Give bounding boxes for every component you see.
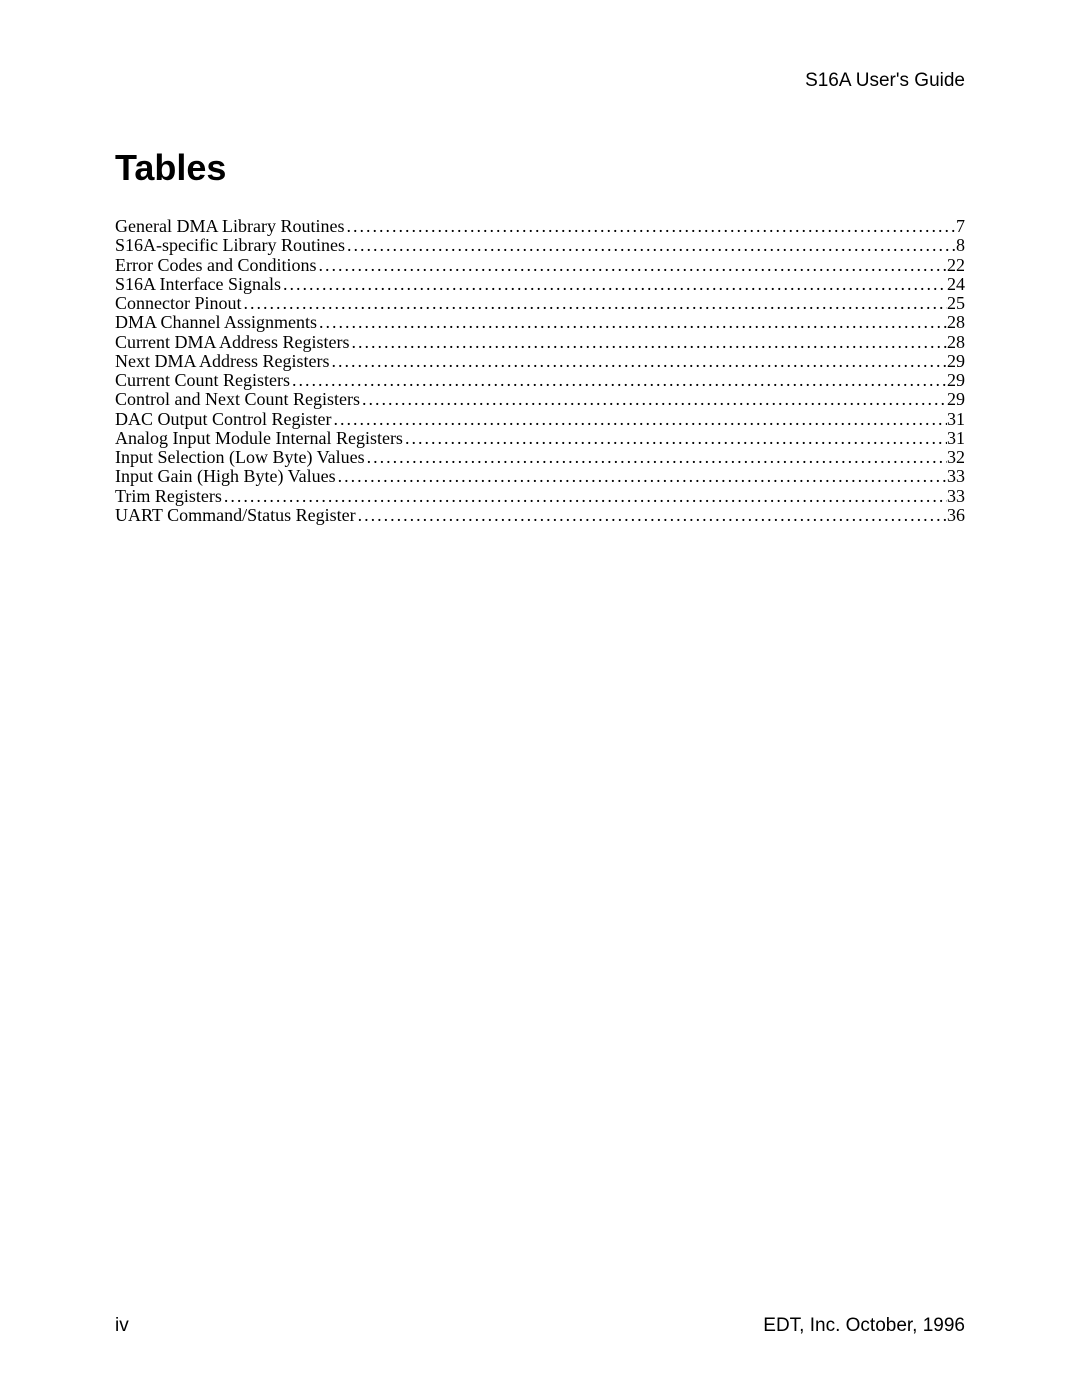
toc-entry: Next DMA Address Registers 29 bbox=[115, 352, 965, 371]
toc-entry-page: 28 bbox=[947, 313, 965, 332]
toc-leader-dots bbox=[281, 275, 947, 294]
toc-entry-title: Next DMA Address Registers bbox=[115, 352, 330, 371]
toc-entry-page: 36 bbox=[947, 506, 965, 525]
page-number: iv bbox=[115, 1315, 129, 1337]
toc-entry-title: DAC Output Control Register bbox=[115, 410, 332, 429]
toc-entry-page: 32 bbox=[947, 448, 965, 467]
toc-leader-dots bbox=[222, 487, 947, 506]
toc-leader-dots bbox=[317, 313, 947, 332]
toc-entry: Input Gain (High Byte) Values 33 bbox=[115, 467, 965, 486]
toc-leader-dots bbox=[403, 429, 947, 448]
toc-leader-dots bbox=[336, 467, 947, 486]
toc-entry-title: Current DMA Address Registers bbox=[115, 333, 349, 352]
toc-entry-title: S16A Interface Signals bbox=[115, 275, 281, 294]
toc-entry-title: General DMA Library Routines bbox=[115, 217, 344, 236]
toc-entry-page: 31 bbox=[947, 429, 965, 448]
toc-entry: S16A Interface Signals 24 bbox=[115, 275, 965, 294]
tables-toc-list: General DMA Library Routines 7S16A-speci… bbox=[115, 217, 965, 525]
toc-entry: Analog Input Module Internal Registers 31 bbox=[115, 429, 965, 448]
toc-leader-dots bbox=[345, 236, 956, 255]
toc-leader-dots bbox=[316, 256, 947, 275]
toc-entry: Trim Registers 33 bbox=[115, 487, 965, 506]
toc-entry-page: 29 bbox=[947, 371, 965, 390]
toc-leader-dots bbox=[349, 333, 947, 352]
toc-entry-page: 33 bbox=[947, 467, 965, 486]
toc-entry: Connector Pinout 25 bbox=[115, 294, 965, 313]
toc-entry: Control and Next Count Registers 29 bbox=[115, 390, 965, 409]
toc-entry: Current Count Registers 29 bbox=[115, 371, 965, 390]
toc-entry-title: Control and Next Count Registers bbox=[115, 390, 360, 409]
toc-entry-page: 7 bbox=[956, 217, 965, 236]
toc-leader-dots bbox=[356, 506, 947, 525]
toc-entry-title: Input Selection (Low Byte) Values bbox=[115, 448, 365, 467]
toc-entry-title: Trim Registers bbox=[115, 487, 222, 506]
toc-entry-title: Connector Pinout bbox=[115, 294, 242, 313]
toc-entry: DMA Channel Assignments 28 bbox=[115, 313, 965, 332]
document-page: S16A User's Guide Tables General DMA Lib… bbox=[0, 0, 1080, 1397]
toc-entry-title: Error Codes and Conditions bbox=[115, 256, 316, 275]
toc-entry-title: UART Command/Status Register bbox=[115, 506, 356, 525]
toc-entry-page: 8 bbox=[956, 236, 965, 255]
toc-leader-dots bbox=[242, 294, 948, 313]
toc-entry-title: Analog Input Module Internal Registers bbox=[115, 429, 403, 448]
toc-entry: Current DMA Address Registers 28 bbox=[115, 333, 965, 352]
toc-entry: General DMA Library Routines 7 bbox=[115, 217, 965, 236]
toc-entry-page: 22 bbox=[947, 256, 965, 275]
header-text: S16A User's Guide bbox=[805, 70, 965, 91]
toc-entry-title: S16A-specific Library Routines bbox=[115, 236, 345, 255]
toc-leader-dots bbox=[360, 390, 947, 409]
toc-leader-dots bbox=[344, 217, 956, 236]
toc-leader-dots bbox=[365, 448, 947, 467]
toc-entry-page: 31 bbox=[947, 410, 965, 429]
footer-right-text: EDT, Inc. October, 1996 bbox=[763, 1315, 965, 1337]
toc-entry-title: DMA Channel Assignments bbox=[115, 313, 317, 332]
toc-entry-page: 24 bbox=[947, 275, 965, 294]
page-footer: iv EDT, Inc. October, 1996 bbox=[115, 1315, 965, 1337]
toc-entry: Input Selection (Low Byte) Values 32 bbox=[115, 448, 965, 467]
toc-entry-page: 33 bbox=[947, 487, 965, 506]
toc-entry: S16A-specific Library Routines 8 bbox=[115, 236, 965, 255]
toc-entry-page: 25 bbox=[947, 294, 965, 313]
toc-leader-dots bbox=[290, 371, 947, 390]
toc-entry-page: 28 bbox=[947, 333, 965, 352]
toc-entry-page: 29 bbox=[947, 390, 965, 409]
toc-entry-page: 29 bbox=[947, 352, 965, 371]
toc-entry: UART Command/Status Register 36 bbox=[115, 506, 965, 525]
toc-entry-title: Current Count Registers bbox=[115, 371, 290, 390]
toc-entry: Error Codes and Conditions 22 bbox=[115, 256, 965, 275]
toc-entry-title: Input Gain (High Byte) Values bbox=[115, 467, 336, 486]
section-title: Tables bbox=[115, 147, 965, 189]
toc-leader-dots bbox=[332, 410, 948, 429]
page-header: S16A User's Guide bbox=[115, 70, 965, 92]
toc-leader-dots bbox=[330, 352, 948, 371]
toc-entry: DAC Output Control Register 31 bbox=[115, 410, 965, 429]
